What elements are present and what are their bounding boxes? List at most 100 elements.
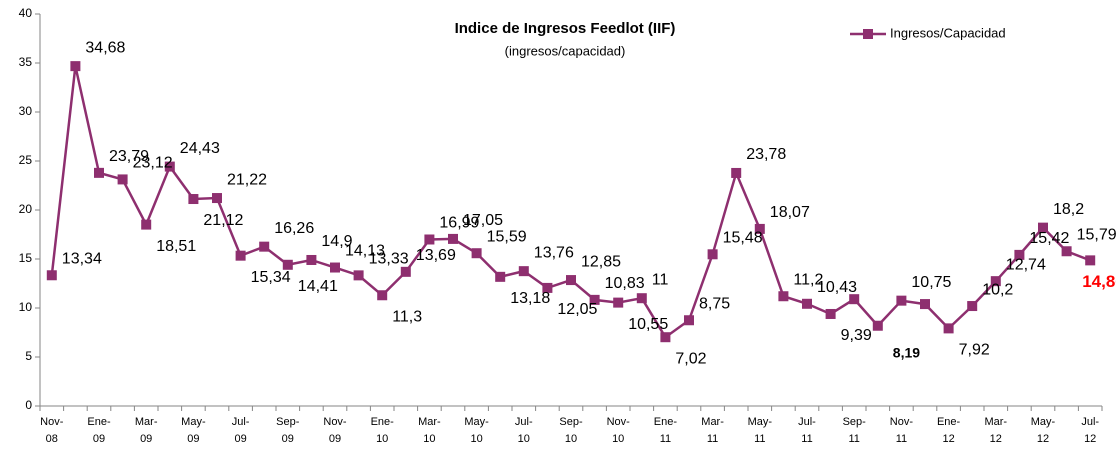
- marker: [613, 297, 624, 308]
- x-tick-label: Ene-11: [654, 416, 678, 445]
- value-label: 11,3: [392, 308, 422, 325]
- value-label: 23,78: [746, 146, 786, 163]
- marker: [164, 161, 175, 172]
- marker: [212, 193, 222, 204]
- value-label: 18,2: [1053, 201, 1084, 218]
- marker: [282, 259, 293, 270]
- marker: [518, 266, 529, 277]
- x-tick-label: Ene-09: [87, 416, 111, 445]
- x-tick-label: Jul-11: [798, 416, 816, 445]
- value-label: 8,75: [699, 295, 730, 312]
- y-tick-label: 25: [19, 153, 33, 167]
- y-tick-label: 40: [19, 6, 33, 20]
- y-tick-label: 15: [19, 251, 33, 265]
- x-tick-label: May-09: [181, 416, 206, 445]
- value-label: 8,19: [893, 344, 920, 360]
- marker: [495, 271, 506, 282]
- marker: [377, 290, 388, 301]
- x-tick-label: May-10: [464, 416, 489, 445]
- chart-subtitle: (ingresos/capacidad): [505, 43, 626, 58]
- marker: [660, 332, 671, 343]
- marker: [754, 223, 765, 234]
- marker: [1061, 246, 1072, 257]
- value-label: 13,69: [416, 247, 456, 264]
- y-tick-label: 30: [19, 104, 33, 118]
- value-label: 13,18: [510, 290, 550, 307]
- x-tick-label: Ene-12: [937, 416, 961, 445]
- legend-marker: [863, 29, 873, 39]
- chart-title: Indice de Ingresos Feedlot (IIF): [455, 20, 676, 37]
- value-label: 15,48: [723, 230, 763, 247]
- marker: [778, 291, 789, 302]
- value-label: 9,39: [841, 327, 872, 344]
- x-tick-label: Nov-11: [890, 416, 914, 445]
- value-label: 10,55: [628, 316, 668, 333]
- x-tick-label: Sep-10: [559, 416, 583, 445]
- value-label: 10,43: [817, 279, 857, 296]
- value-label: 13,76: [534, 244, 574, 261]
- marker: [117, 174, 128, 185]
- marker: [353, 270, 364, 281]
- x-tick-label: Nov-10: [607, 416, 631, 445]
- value-label: 14,9: [321, 233, 352, 250]
- y-tick-label: 10: [19, 300, 33, 314]
- marker: [46, 270, 57, 281]
- x-tick-label: Jul-10: [515, 416, 533, 445]
- x-tick-label: Mar-09: [135, 416, 158, 445]
- value-label: 21,12: [203, 212, 243, 229]
- marker: [471, 248, 482, 259]
- value-label: 34,68: [85, 39, 125, 56]
- marker: [589, 294, 600, 305]
- value-label: 23,79: [109, 148, 149, 165]
- marker: [707, 249, 718, 260]
- x-tick-label: May-12: [1031, 416, 1056, 445]
- value-label: 10,2: [982, 281, 1013, 298]
- value-label: 10,75: [911, 274, 951, 291]
- marker: [542, 282, 553, 293]
- value-label: 18,51: [156, 238, 196, 255]
- value-label: 10,83: [605, 275, 645, 292]
- value-label: 12,05: [557, 301, 597, 318]
- value-label: 15,42: [1029, 230, 1069, 247]
- x-tick-label: Mar-12: [984, 416, 1007, 445]
- x-tick-label: Jul-12: [1081, 416, 1099, 445]
- value-label: 15,34: [251, 269, 291, 286]
- value-label: 13,34: [62, 250, 102, 267]
- value-label: 15,59: [487, 228, 527, 245]
- marker: [94, 167, 104, 178]
- value-label: 7,92: [959, 342, 990, 359]
- value-label: 17,05: [463, 212, 503, 229]
- y-tick-label: 35: [19, 55, 33, 69]
- marker: [259, 241, 270, 252]
- marker: [990, 276, 1001, 287]
- marker: [849, 294, 860, 305]
- value-label: 23,12: [133, 155, 173, 172]
- value-label: 14,86: [1082, 272, 1116, 291]
- value-label: 11: [652, 271, 669, 288]
- value-label: 24,43: [180, 140, 220, 157]
- x-tick-label: Nov-08: [40, 416, 64, 445]
- marker: [920, 299, 930, 310]
- marker: [684, 315, 694, 326]
- marker: [566, 275, 576, 286]
- value-label: 14,41: [298, 278, 338, 295]
- marker: [731, 167, 742, 178]
- value-label: 11,2: [793, 271, 823, 288]
- marker: [825, 308, 836, 319]
- value-label: 16,26: [274, 220, 314, 237]
- legend-label: Ingresos/Capacidad: [890, 25, 1006, 40]
- value-label: 12,74: [1006, 256, 1046, 273]
- marker: [1085, 255, 1096, 266]
- marker: [330, 262, 340, 273]
- marker: [400, 266, 411, 277]
- x-tick-label: Sep-11: [843, 416, 867, 445]
- value-label: 13,33: [369, 251, 409, 268]
- marker: [872, 320, 883, 331]
- marker: [896, 295, 907, 306]
- x-tick-label: Mar-10: [418, 416, 441, 445]
- y-tick-label: 5: [25, 349, 32, 363]
- marker: [1038, 222, 1048, 233]
- x-tick-label: Jul-09: [232, 416, 250, 445]
